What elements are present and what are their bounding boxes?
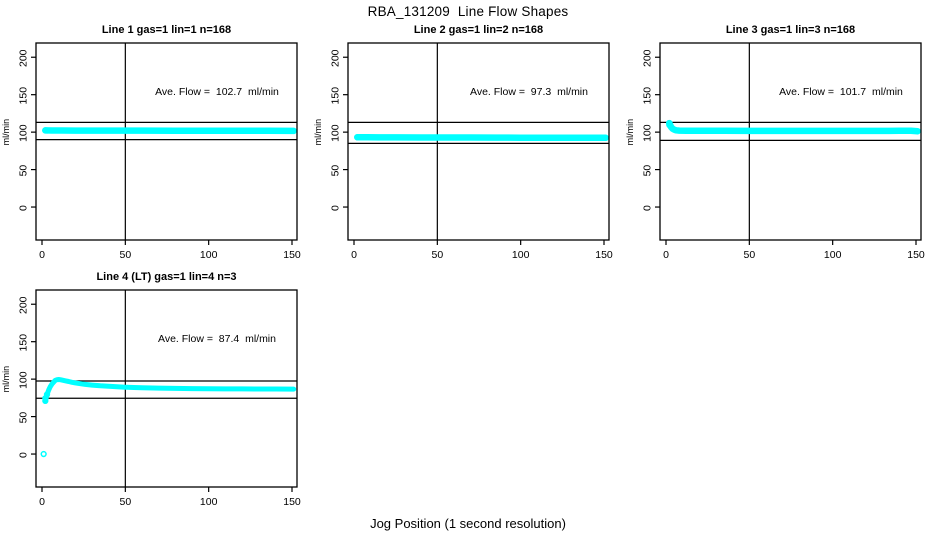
- svg-text:100: 100: [18, 371, 30, 389]
- panel-1-title: Line 1 gas=1 lin=1 n=168: [101, 24, 232, 36]
- svg-text:50: 50: [119, 249, 131, 261]
- svg-text:150: 150: [283, 496, 301, 508]
- svg-text:100: 100: [18, 124, 30, 142]
- svg-text:200: 200: [18, 49, 30, 67]
- svg-text:50: 50: [18, 412, 30, 424]
- panel-4-plot-area: 0 50 100 150 0 50 100 150 200 ml/min: [1, 289, 301, 508]
- panel-line-4: Line 4 (LT) gas=1 lin=4 n=3 Ave. Flow = …: [0, 267, 312, 522]
- svg-text:50: 50: [119, 496, 131, 508]
- y-axis-unit-label: ml/min: [313, 119, 323, 145]
- svg-text:200: 200: [18, 296, 30, 314]
- svg-text:0: 0: [663, 249, 669, 261]
- svg-text:100: 100: [200, 496, 218, 508]
- panel-1-ave-flow-annotation: Ave. Flow = 102.7 ml/min: [155, 86, 279, 98]
- main-title: RBA_131209 Line Flow Shapes: [367, 4, 569, 19]
- y-axis-unit-label: ml/min: [1, 366, 11, 393]
- svg-text:50: 50: [18, 165, 30, 177]
- x-axis-label: Jog Position (1 second resolution): [370, 516, 566, 531]
- svg-text:0: 0: [642, 205, 654, 211]
- svg-text:50: 50: [330, 165, 342, 177]
- svg-text:150: 150: [18, 334, 30, 352]
- panel-1-plot-area: 0 50 100 150 0 50 100 150 200 ml/min: [1, 42, 301, 261]
- svg-text:0: 0: [18, 205, 30, 211]
- panel-4-ave-flow-annotation: Ave. Flow = 87.4 ml/min: [158, 333, 276, 345]
- svg-text:100: 100: [200, 249, 218, 261]
- svg-text:200: 200: [642, 49, 654, 67]
- svg-text:100: 100: [512, 249, 530, 261]
- svg-text:150: 150: [907, 249, 925, 261]
- panel-3-title: Line 3 gas=1 lin=3 n=168: [725, 24, 856, 36]
- panel-2-ave-flow-annotation: Ave. Flow = 97.3 ml/min: [470, 86, 588, 98]
- svg-text:0: 0: [18, 452, 30, 458]
- y-axis-unit-label: ml/min: [625, 119, 635, 145]
- svg-text:150: 150: [18, 87, 30, 105]
- panel-2-plot-area: 0 50 100 150 0 50 100 150 200 ml/min: [313, 42, 613, 261]
- svg-text:50: 50: [642, 165, 654, 177]
- svg-text:100: 100: [330, 124, 342, 142]
- svg-text:200: 200: [330, 49, 342, 67]
- panel-line-1: Line 1 gas=1 lin=1 n=168 Ave. Flow = 102…: [0, 20, 312, 275]
- y-axis-unit-label: ml/min: [1, 119, 11, 145]
- svg-text:150: 150: [595, 249, 613, 261]
- panel-line-2: Line 2 gas=1 lin=2 n=168 Ave. Flow = 97.…: [312, 20, 624, 275]
- svg-text:50: 50: [431, 249, 443, 261]
- svg-text:100: 100: [824, 249, 842, 261]
- panel-2-title: Line 2 gas=1 lin=2 n=168: [413, 24, 544, 36]
- panel-3-plot-area: 0 50 100 150 0 50 100 150 200 ml/min: [625, 42, 925, 261]
- svg-text:150: 150: [330, 87, 342, 105]
- panel-4-title: Line 4 (LT) gas=1 lin=4 n=3: [96, 271, 237, 283]
- panel-3-ave-flow-annotation: Ave. Flow = 101.7 ml/min: [779, 86, 903, 98]
- svg-text:150: 150: [642, 87, 654, 105]
- svg-text:0: 0: [39, 496, 45, 508]
- panel-line-3: Line 3 gas=1 lin=3 n=168 Ave. Flow = 101…: [624, 20, 936, 275]
- svg-text:50: 50: [743, 249, 755, 261]
- svg-text:0: 0: [330, 205, 342, 211]
- svg-text:0: 0: [39, 249, 45, 261]
- svg-text:150: 150: [283, 249, 301, 261]
- svg-text:0: 0: [351, 249, 357, 261]
- svg-text:100: 100: [642, 124, 654, 142]
